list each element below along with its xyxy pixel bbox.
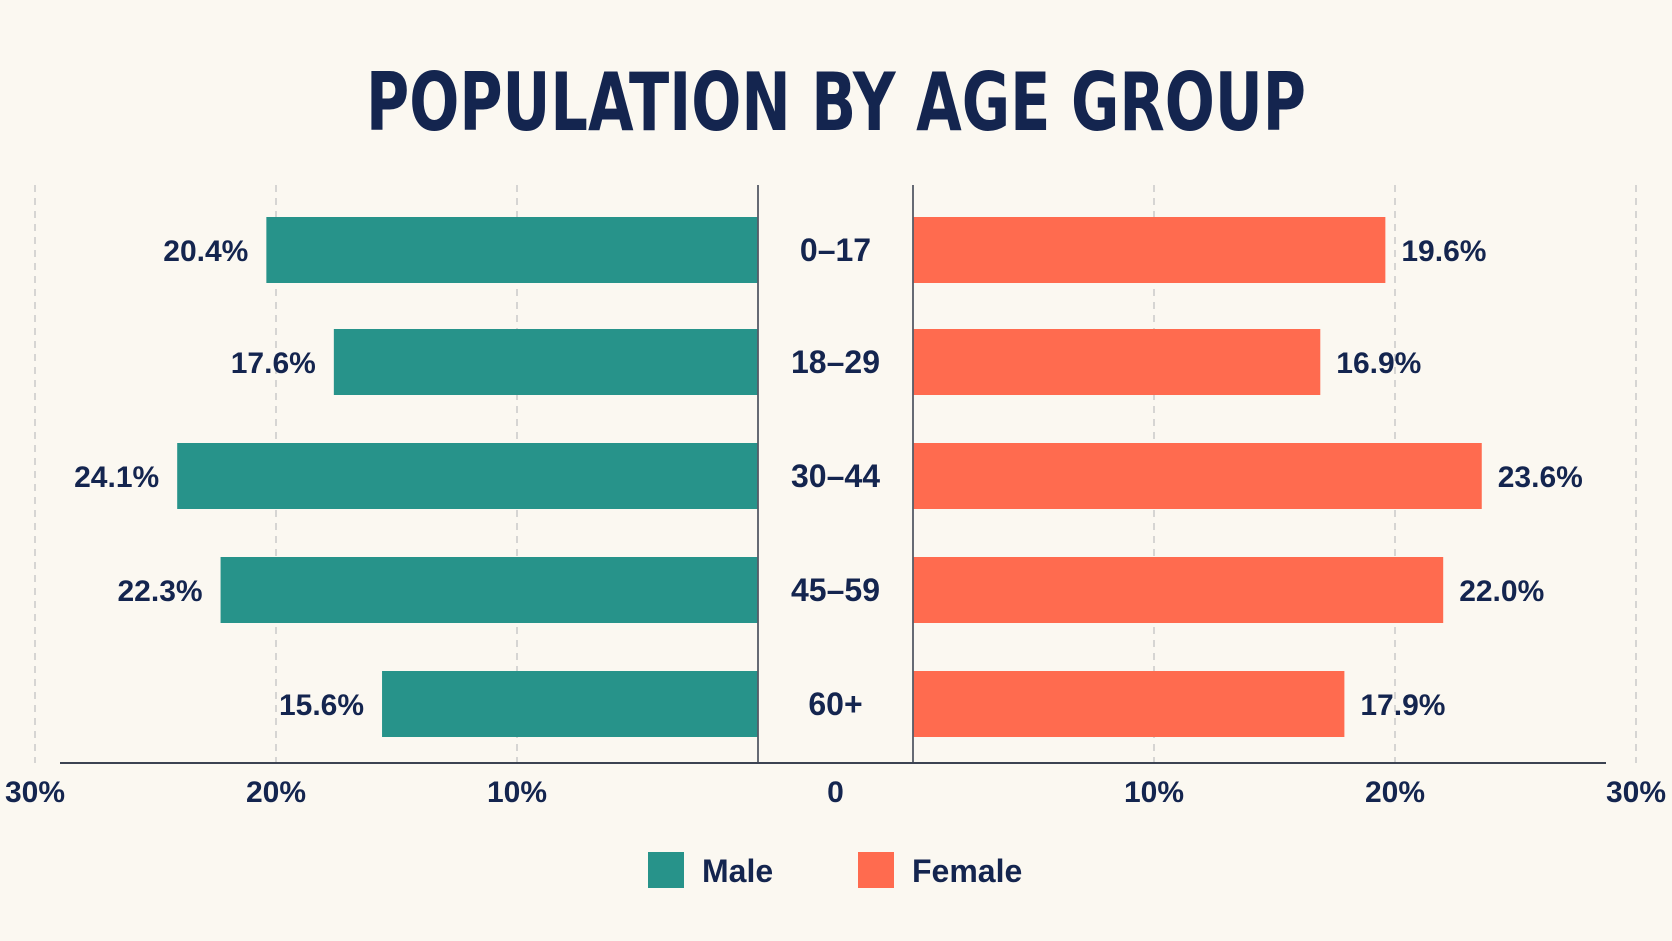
male-bar-0–17 — [266, 217, 758, 283]
legend-label-female: Female — [912, 853, 1022, 889]
axis-layer: 30% 20% 10% 0 10% 20% 30% — [5, 185, 1666, 809]
category-label: 60+ — [808, 686, 862, 722]
female-bar-60+ — [913, 671, 1345, 737]
male-value-label: 20.4% — [163, 235, 248, 268]
male-value-label: 15.6% — [279, 689, 364, 722]
female-value-label: 23.6% — [1498, 461, 1583, 494]
category-label: 18–29 — [791, 344, 880, 380]
male-bar-18–29 — [333, 329, 758, 395]
female-value-label: 17.9% — [1360, 689, 1445, 722]
legend-swatch-male — [648, 852, 684, 888]
male-value-label: 24.1% — [74, 461, 159, 494]
female-value-label: 22.0% — [1459, 575, 1544, 608]
x-tick-label-right: 20% — [1365, 776, 1425, 809]
labels-layer: 20.4% 19.6% 0–17 17.6% 16.9% 18–29 24.1% 23.6% 3… — [74, 232, 1583, 722]
x-tick-label-right: 10% — [1124, 776, 1184, 809]
bars-layer — [177, 217, 1482, 737]
x-tick-label-left: 20% — [246, 776, 306, 809]
legend-label-male: Male — [702, 853, 773, 889]
male-bar-30–44 — [177, 443, 758, 509]
female-bar-18–29 — [913, 329, 1321, 395]
female-bar-45–59 — [913, 557, 1444, 623]
category-label: 30–44 — [791, 458, 880, 494]
x-tick-label-left: 10% — [487, 776, 547, 809]
female-bar-0–17 — [913, 217, 1386, 283]
chart-title: POPULATION BY AGE GROUP — [366, 56, 1306, 149]
category-label: 45–59 — [791, 572, 880, 608]
category-label: 0–17 — [800, 232, 871, 268]
male-bar-60+ — [382, 671, 758, 737]
male-value-label: 22.3% — [117, 575, 202, 608]
female-bar-30–44 — [913, 443, 1482, 509]
female-value-label: 16.9% — [1336, 347, 1421, 380]
legend: Male Female — [648, 852, 1022, 889]
legend-swatch-female — [858, 852, 894, 888]
x-tick-label-left: 30% — [5, 776, 65, 809]
male-value-label: 17.6% — [231, 347, 316, 380]
female-value-label: 19.6% — [1401, 235, 1486, 268]
x-tick-label-center: 0 — [827, 776, 844, 809]
x-tick-label-right: 30% — [1606, 776, 1666, 809]
male-bar-45–59 — [220, 557, 758, 623]
